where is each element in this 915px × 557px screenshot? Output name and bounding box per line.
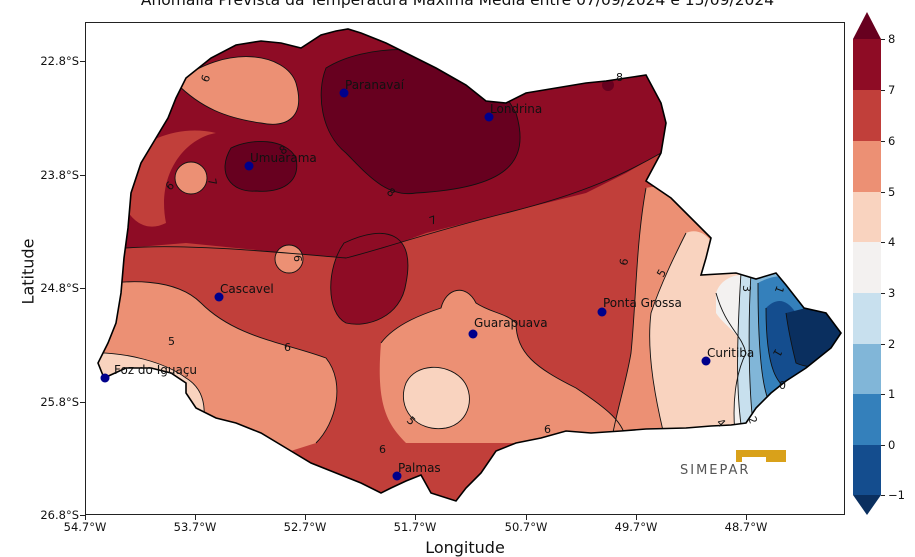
ytick-label: 24.8°S [40, 281, 79, 295]
xtick-label: 51.7°W [393, 520, 437, 534]
svg-text:7: 7 [428, 213, 439, 228]
xtick-label: 52.7°W [283, 520, 327, 534]
svg-text:Paranavaí: Paranavaí [345, 78, 405, 92]
colorbar-label: 0 [888, 438, 896, 452]
map-title: Anomalia Prevista da Temperatura Máxima … [140, 0, 775, 9]
state-boundary [97, 28, 842, 502]
xtick-mark [305, 515, 306, 520]
city-ponta-grossa[interactable]: Ponta Grossa [597, 296, 682, 317]
xtick-mark [415, 515, 416, 520]
svg-text:6: 6 [291, 255, 304, 262]
y-axis-label: Latitude [18, 238, 38, 305]
map-plot-area[interactable]: 6 6 7 8 8 7 6 5 6 5 6 6 6 5 3 1 1 0 2 4 … [85, 22, 845, 515]
xtick-label: 54.7°W [63, 520, 107, 534]
xtick-label: 49.7°W [614, 520, 658, 534]
xtick-mark [195, 515, 196, 520]
svg-text:Foz do Iguaçu: Foz do Iguaçu [114, 363, 197, 377]
city-foz-do-iguacu[interactable]: Foz do Iguaçu [100, 363, 198, 383]
ytick-label: 23.8°S [40, 168, 79, 182]
svg-text:Ponta Grossa: Ponta Grossa [603, 296, 682, 310]
svg-text:Curitiba: Curitiba [707, 346, 754, 360]
svg-text:Guarapuava: Guarapuava [474, 316, 548, 330]
ytick-label: 22.8°S [40, 54, 79, 68]
colorbar [853, 12, 881, 515]
colorbar-label: 8 [888, 32, 896, 46]
svg-text:3: 3 [740, 285, 753, 292]
ytick-mark [80, 61, 85, 62]
colorbar-label: 3 [888, 286, 896, 300]
xtick-mark [636, 515, 637, 520]
simepar-logo: SIMEPAR [678, 448, 788, 478]
xtick-label: 50.7°W [504, 520, 548, 534]
colorbar-label: −1 [888, 488, 905, 502]
svg-text:Londrina: Londrina [490, 102, 542, 116]
city-paranavai[interactable]: Paranavaí [339, 78, 405, 98]
city-curitiba[interactable]: Curitiba [701, 346, 755, 366]
svg-text:6: 6 [617, 257, 631, 266]
ytick-mark [80, 515, 85, 516]
xtick-mark [526, 515, 527, 520]
colorbar-label: 6 [888, 134, 896, 148]
xtick-label: 48.7°W [724, 520, 768, 534]
svg-text:Palmas: Palmas [398, 461, 441, 475]
anomaly-map: 6 6 7 8 8 7 6 5 6 5 6 6 6 5 3 1 1 0 2 4 … [97, 28, 842, 502]
xtick-mark [85, 515, 86, 520]
city-palmas[interactable]: Palmas [392, 461, 441, 481]
ytick-mark [80, 288, 85, 289]
svg-text:8: 8 [616, 71, 623, 84]
ytick-label: 25.8°S [40, 395, 79, 409]
colorbar-label: 2 [888, 337, 896, 351]
svg-text:Cascavel: Cascavel [220, 282, 274, 296]
svg-text:0: 0 [779, 379, 786, 392]
city-cascavel[interactable]: Cascavel [214, 282, 274, 302]
colorbar-label: 5 [888, 185, 896, 199]
svg-text:5: 5 [168, 335, 175, 348]
svg-text:1: 1 [772, 284, 787, 295]
svg-text:6: 6 [379, 443, 386, 456]
svg-text:7: 7 [205, 177, 219, 186]
svg-text:SIMEPAR: SIMEPAR [680, 463, 750, 478]
xtick-mark [746, 515, 747, 520]
ytick-mark [80, 402, 85, 403]
svg-text:Umuarama: Umuarama [250, 151, 317, 165]
ytick-mark [80, 175, 85, 176]
colorbar-label: 4 [888, 235, 896, 249]
svg-text:2: 2 [745, 415, 760, 426]
svg-text:6: 6 [284, 341, 291, 354]
city-umuarama[interactable]: Umuarama [244, 151, 317, 171]
city-markers: Paranavaí Londrina Umuarama Cascavel Gua… [100, 78, 755, 481]
city-guarapuava[interactable]: Guarapuava [468, 316, 548, 339]
city-londrina[interactable]: Londrina [484, 102, 543, 122]
svg-text:6: 6 [544, 423, 551, 436]
svg-text:6: 6 [199, 73, 214, 84]
colorbar-label: 7 [888, 83, 896, 97]
xtick-label: 53.7°W [173, 520, 217, 534]
x-axis-label: Longitude [425, 538, 505, 557]
ytick-label: 26.8°S [40, 508, 79, 522]
colorbar-label: 1 [888, 387, 896, 401]
